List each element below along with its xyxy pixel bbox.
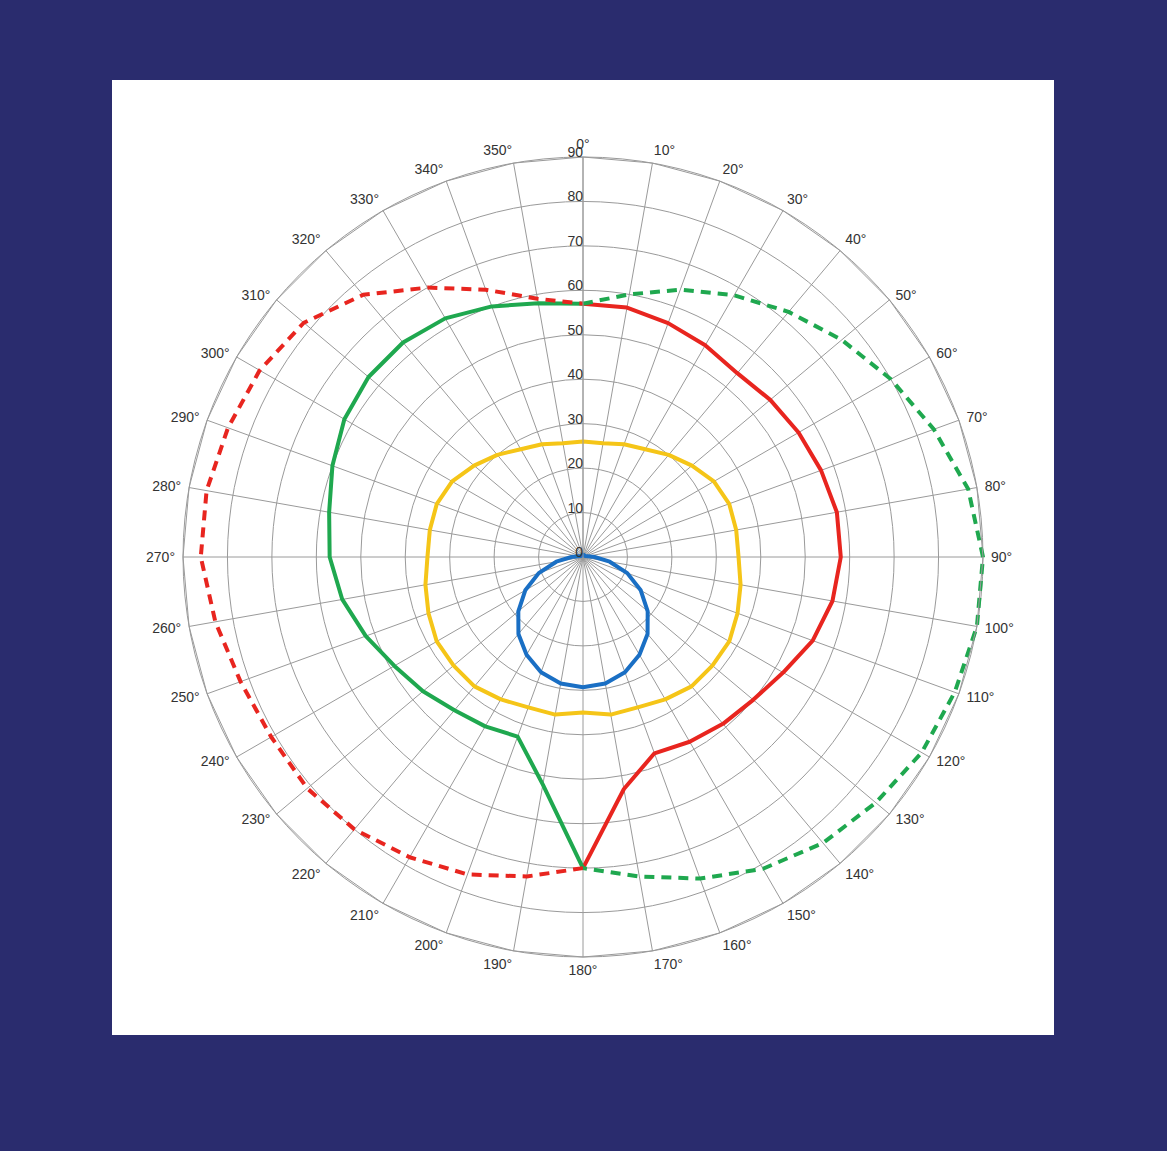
svg-text:180°: 180°: [569, 962, 598, 978]
svg-text:290°: 290°: [171, 409, 200, 425]
svg-text:80°: 80°: [985, 478, 1006, 494]
svg-text:90°: 90°: [991, 549, 1012, 565]
svg-text:50: 50: [567, 322, 583, 338]
svg-text:250°: 250°: [171, 689, 200, 705]
svg-text:40: 40: [567, 366, 583, 382]
svg-text:130°: 130°: [896, 811, 925, 827]
svg-text:280°: 280°: [152, 478, 181, 494]
svg-text:40°: 40°: [845, 231, 866, 247]
svg-text:300°: 300°: [201, 345, 230, 361]
svg-text:170°: 170°: [654, 956, 683, 972]
svg-text:100°: 100°: [985, 620, 1014, 636]
svg-text:200°: 200°: [414, 937, 443, 953]
svg-text:240°: 240°: [201, 753, 230, 769]
svg-text:150°: 150°: [787, 907, 816, 923]
svg-text:340°: 340°: [414, 161, 443, 177]
svg-text:190°: 190°: [483, 956, 512, 972]
svg-text:70°: 70°: [966, 409, 987, 425]
svg-text:60: 60: [567, 277, 583, 293]
svg-text:210°: 210°: [350, 907, 379, 923]
svg-text:310°: 310°: [241, 287, 270, 303]
svg-text:80: 80: [567, 188, 583, 204]
svg-text:350°: 350°: [483, 142, 512, 158]
svg-text:70: 70: [567, 233, 583, 249]
svg-text:50°: 50°: [896, 287, 917, 303]
svg-text:120°: 120°: [936, 753, 965, 769]
svg-text:270°: 270°: [146, 549, 175, 565]
svg-text:10°: 10°: [654, 142, 675, 158]
svg-text:330°: 330°: [350, 191, 379, 207]
svg-text:260°: 260°: [152, 620, 181, 636]
svg-text:30°: 30°: [787, 191, 808, 207]
svg-text:0°: 0°: [576, 136, 590, 152]
svg-text:60°: 60°: [936, 345, 957, 361]
svg-text:110°: 110°: [966, 689, 994, 705]
svg-text:10: 10: [567, 500, 583, 516]
svg-text:220°: 220°: [292, 866, 321, 882]
svg-text:0: 0: [575, 544, 583, 560]
svg-text:90: 90: [567, 144, 583, 160]
svg-text:20°: 20°: [723, 161, 744, 177]
svg-text:320°: 320°: [292, 231, 321, 247]
svg-text:230°: 230°: [241, 811, 270, 827]
svg-text:30: 30: [567, 411, 583, 427]
svg-text:160°: 160°: [723, 937, 752, 953]
svg-text:20: 20: [567, 455, 583, 471]
svg-text:140°: 140°: [845, 866, 874, 882]
